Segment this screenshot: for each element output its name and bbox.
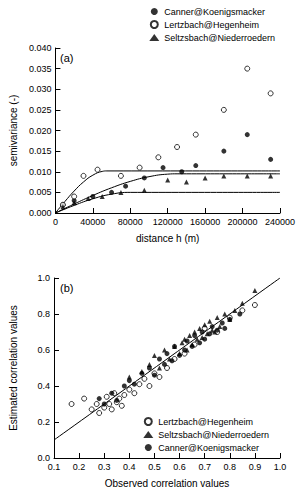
svg-text:0.010: 0.010	[29, 167, 52, 177]
svg-text:0.040: 0.040	[29, 43, 52, 53]
svg-text:0.6: 0.6	[37, 345, 50, 355]
svg-text:Lertzbach@Hegenheim: Lertzbach@Hegenheim	[164, 20, 259, 30]
svg-text:0.5: 0.5	[148, 462, 161, 472]
svg-text:0.8: 0.8	[37, 309, 50, 319]
svg-text:160000: 160000	[190, 217, 220, 227]
svg-text:Estimated correlation values: Estimated correlation values	[8, 305, 19, 431]
svg-text:0.0: 0.0	[37, 453, 50, 463]
svg-text:distance h (m): distance h (m)	[136, 233, 199, 244]
svg-text:Observed correlation values: Observed correlation values	[105, 478, 230, 489]
svg-text:0.2: 0.2	[37, 417, 50, 427]
svg-text:0.005: 0.005	[29, 187, 52, 197]
svg-text:120000: 120000	[153, 217, 183, 227]
svg-text:0.1: 0.1	[48, 462, 61, 472]
svg-text:0.030: 0.030	[29, 84, 52, 94]
svg-text:1.0: 1.0	[37, 273, 50, 283]
svg-text:0.025: 0.025	[29, 105, 52, 115]
svg-text:semivariance (-): semivariance (-)	[8, 95, 19, 167]
svg-text:0.015: 0.015	[29, 146, 52, 156]
svg-text:0.3: 0.3	[98, 462, 111, 472]
svg-text:Seltzsbach@Niederroedern: Seltzsbach@Niederroedern	[164, 33, 275, 43]
svg-text:Seltzsbach@Niederroedern: Seltzsbach@Niederroedern	[158, 430, 269, 440]
svg-text:0.9: 0.9	[249, 462, 262, 472]
svg-text:(b): (b)	[60, 282, 73, 294]
svg-text:Canner@Koenigsmacker: Canner@Koenigsmacker	[164, 7, 265, 17]
svg-text:0.7: 0.7	[198, 462, 211, 472]
svg-text:0.000: 0.000	[29, 208, 52, 218]
svg-text:0.2: 0.2	[73, 462, 86, 472]
svg-text:(a): (a)	[60, 52, 73, 64]
svg-text:0.020: 0.020	[29, 126, 52, 136]
svg-text:40000: 40000	[80, 217, 105, 227]
svg-text:0: 0	[53, 217, 58, 227]
svg-text:0.6: 0.6	[173, 462, 186, 472]
svg-text:Canner@Koenigsmacker: Canner@Koenigsmacker	[158, 443, 259, 453]
svg-text:Lertzbach@Hegenheim: Lertzbach@Hegenheim	[158, 417, 253, 427]
svg-text:80000: 80000	[118, 217, 143, 227]
svg-text:0.4: 0.4	[123, 462, 136, 472]
svg-text:0.4: 0.4	[37, 381, 50, 391]
svg-text:1.0: 1.0	[274, 462, 287, 472]
svg-text:200000: 200000	[228, 217, 258, 227]
svg-text:0.8: 0.8	[224, 462, 237, 472]
svg-text:0.035: 0.035	[29, 64, 52, 74]
svg-text:240000: 240000	[265, 217, 295, 227]
